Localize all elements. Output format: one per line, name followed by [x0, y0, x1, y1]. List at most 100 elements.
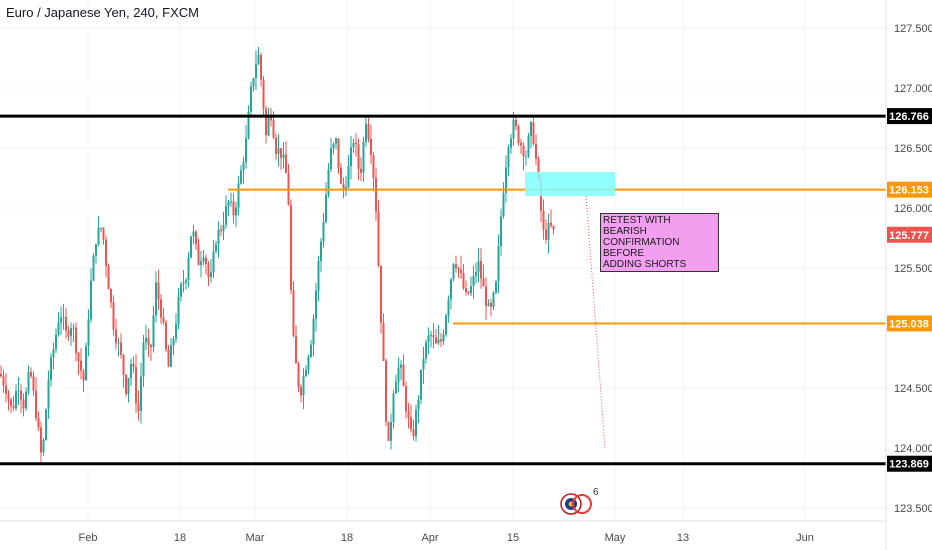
projection-arrow[interactable]	[585, 195, 606, 449]
candle-body	[220, 229, 222, 232]
candle-body	[35, 390, 37, 419]
candle-body	[190, 236, 192, 258]
candle-body	[375, 177, 377, 212]
candle-body	[50, 357, 52, 381]
candle-body	[70, 328, 72, 336]
candle-body	[357, 144, 360, 169]
candle-body	[82, 370, 85, 381]
candle-body	[552, 225, 555, 230]
time-tick-label: 18	[341, 532, 353, 544]
candle-body	[0, 373, 2, 377]
price-tick-label: 124.500	[894, 383, 932, 395]
candle-body	[332, 143, 335, 148]
candle-body	[127, 378, 130, 395]
price-tag-bg	[887, 226, 932, 243]
candle-body	[117, 342, 120, 344]
candle-body	[280, 148, 282, 158]
candle-body	[90, 280, 92, 320]
candle-body	[32, 376, 35, 391]
candle-body	[47, 380, 50, 410]
candle-body	[145, 337, 147, 343]
candle-body	[527, 136, 530, 157]
horizontal-levels[interactable]	[0, 114, 886, 466]
events-count: 6	[593, 487, 599, 498]
candle-body	[170, 345, 172, 367]
price-tick-label: 125.500	[894, 263, 932, 275]
chart-title: Euro / Japanese Yen, 240, FXCM	[6, 5, 199, 20]
candle-body	[447, 299, 450, 316]
retest-zone[interactable]	[525, 172, 615, 196]
candle-body	[250, 86, 252, 112]
candle-body	[207, 264, 210, 278]
candle-body	[537, 158, 540, 181]
candle-body	[232, 201, 235, 216]
candle-body	[532, 122, 535, 144]
candle-body	[27, 372, 30, 392]
candle-body	[460, 269, 462, 274]
price-tag-label: 125.038	[889, 318, 929, 330]
candle-body	[395, 381, 397, 394]
candle-body	[20, 390, 22, 400]
candle-body	[162, 317, 165, 323]
candle-body	[237, 183, 240, 208]
price-tick-label: 127.500	[894, 23, 932, 35]
candle-body	[317, 261, 320, 291]
candle-body	[22, 399, 25, 409]
candle-body	[500, 216, 502, 247]
candle-body	[362, 141, 365, 173]
candle-body	[427, 335, 430, 343]
candle-body	[57, 322, 60, 335]
candle-body	[5, 385, 7, 395]
candle-body	[310, 344, 312, 357]
price-tag-label: 123.869	[889, 459, 929, 471]
economic-events-icon[interactable]	[560, 490, 594, 518]
candle-body	[327, 169, 330, 195]
candle-body	[132, 363, 135, 368]
chart-grid	[0, 0, 886, 521]
candle-body	[530, 122, 532, 137]
candle-body	[307, 356, 310, 370]
candle-body	[10, 399, 12, 406]
candle-body	[390, 421, 392, 441]
candle-body	[275, 137, 277, 154]
candle-body	[507, 147, 510, 168]
candle-body	[322, 222, 325, 242]
candle-body	[315, 290, 317, 319]
candle-body	[465, 287, 467, 293]
price-tag-bg	[887, 181, 932, 198]
candle-body	[260, 54, 262, 80]
time-axis[interactable]: Feb 18 Mar 18 Apr 15 May 13 Jun	[79, 532, 814, 544]
candle-body	[62, 317, 65, 319]
candle-body	[217, 229, 220, 244]
candle-body	[92, 255, 95, 281]
candle-body	[425, 342, 427, 359]
candle-body	[240, 170, 242, 184]
candle-body	[265, 108, 267, 136]
candle-body	[85, 346, 87, 381]
candle-body	[335, 138, 337, 144]
candle-body	[212, 251, 215, 273]
annotation-note[interactable]: RETEST WITH BEARISH CONFIRMATION BEFORE …	[600, 213, 719, 272]
candle-body	[360, 168, 362, 173]
time-tick-label: Feb	[79, 532, 98, 544]
candle-body	[105, 239, 107, 266]
candle-body	[12, 405, 15, 409]
candle-body	[100, 228, 102, 230]
candle-body	[490, 303, 492, 307]
candle-body	[277, 148, 280, 154]
price-tag-bg	[887, 315, 932, 332]
candle-body	[365, 123, 367, 142]
candle-body	[542, 210, 545, 230]
candle-body	[367, 123, 370, 139]
price-tick-label: 126.500	[894, 143, 932, 155]
candle-body	[485, 286, 487, 306]
candle-body	[292, 290, 295, 336]
price-axis[interactable]: 127.500 127.000 126.500 126.000 125.500 124.5…	[894, 23, 932, 515]
candle-body	[52, 349, 55, 358]
candle-body	[185, 279, 187, 283]
candle-body	[422, 358, 425, 370]
candle-body	[520, 142, 522, 146]
candle-body	[130, 363, 132, 379]
candle-body	[77, 353, 80, 361]
